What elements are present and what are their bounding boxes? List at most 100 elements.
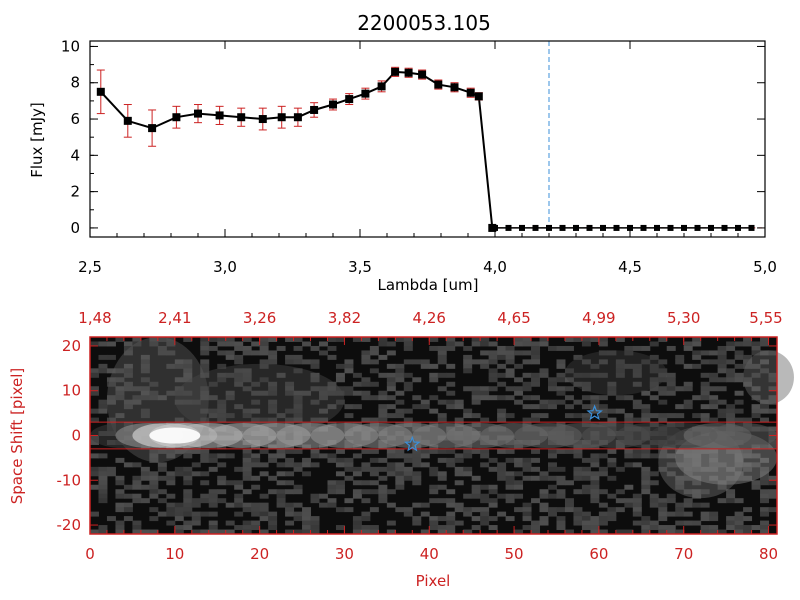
noise-cell — [726, 372, 736, 378]
noise-cell — [709, 386, 719, 392]
noise-cell — [692, 462, 702, 468]
noise-cell — [607, 507, 617, 513]
noise-cell — [310, 520, 320, 526]
noise-cell — [310, 345, 320, 351]
noise-cell — [395, 475, 405, 481]
noise-cell — [505, 372, 515, 378]
noise-cell — [734, 516, 744, 522]
data-point — [627, 224, 633, 231]
noise-cell — [514, 529, 524, 535]
noise-cell — [658, 498, 668, 504]
noise-cell — [369, 507, 379, 513]
noise-cell — [225, 390, 235, 396]
noise-cell — [539, 475, 549, 481]
noise-cell — [615, 363, 625, 369]
noise-cell — [480, 484, 490, 490]
noise-cell — [361, 489, 371, 495]
noise-cell — [463, 363, 473, 369]
noise-cell — [174, 386, 184, 392]
noise-cell — [319, 341, 328, 347]
noise-cell — [335, 363, 345, 369]
noise-cell — [632, 404, 642, 410]
noise-cell — [768, 399, 778, 405]
noise-cell — [90, 439, 99, 445]
noise-cell — [446, 498, 456, 504]
noise-cell — [242, 377, 252, 383]
data-point — [466, 88, 475, 97]
noise-cell — [675, 359, 685, 365]
noise-cell — [548, 345, 557, 351]
noise-cell — [564, 480, 574, 486]
noise-cell — [446, 457, 456, 463]
noise-cell — [344, 466, 354, 472]
noise-cell — [760, 475, 770, 481]
noise-cell — [378, 413, 388, 419]
noise-cell — [310, 386, 320, 392]
noise-cell — [115, 368, 125, 374]
noise-cell — [607, 350, 617, 356]
data-point — [329, 100, 337, 109]
noise-cell — [709, 372, 719, 378]
noise-cell — [649, 395, 659, 401]
noise-cell — [285, 507, 295, 513]
noise-cell — [446, 448, 456, 454]
noise-cell — [760, 399, 770, 405]
noise-cell — [98, 471, 108, 477]
noise-cell — [140, 498, 150, 504]
noise-cell — [429, 395, 439, 401]
noise-cell — [590, 395, 600, 401]
noise-cell — [437, 399, 447, 405]
noise-cell — [564, 395, 574, 401]
noise-cell — [726, 520, 736, 526]
noise-cell — [709, 359, 719, 365]
noise-cell — [251, 502, 261, 508]
noise-cell — [149, 471, 159, 477]
noise-cell — [208, 457, 218, 463]
noise-cell — [242, 368, 252, 374]
star-marker — [404, 435, 421, 452]
noise-cell — [598, 471, 608, 477]
noise-cell — [531, 350, 541, 356]
noise-cell — [217, 529, 227, 535]
noise-cell — [208, 408, 218, 414]
noise-cell — [632, 462, 642, 468]
noise-cell — [106, 395, 116, 401]
noise-cell — [760, 368, 770, 374]
noise-cell — [743, 466, 753, 472]
noise-cell — [200, 337, 210, 342]
noise-cell — [242, 372, 252, 378]
noise-cell — [505, 386, 515, 392]
data-point — [361, 89, 370, 98]
noise-cell — [564, 507, 574, 513]
noise-cell — [191, 502, 201, 508]
noise-cell — [217, 337, 227, 342]
noise-cell — [200, 345, 210, 351]
noise-cell — [480, 359, 490, 365]
noise-cell — [471, 489, 481, 495]
image-top-tick-label: 4,65 — [497, 309, 530, 327]
noise-cell — [386, 377, 396, 383]
noise-cell — [514, 507, 524, 513]
noise-cell — [140, 363, 150, 369]
noise-cell — [768, 489, 778, 495]
noise-cell — [709, 466, 719, 472]
noise-cell — [734, 399, 744, 405]
noise-cell — [310, 493, 320, 499]
noise-cell — [743, 529, 753, 535]
noise-cell — [208, 453, 218, 459]
noise-cell — [369, 525, 379, 531]
data-point — [492, 224, 498, 231]
chart-title: 2200053.105 — [357, 11, 491, 35]
noise-cell — [598, 350, 608, 356]
noise-cell — [590, 520, 600, 526]
noise-cell — [200, 386, 210, 392]
noise-cell — [598, 489, 608, 495]
noise-cell — [149, 489, 159, 495]
noise-cell — [658, 502, 668, 508]
noise-cell — [666, 386, 676, 392]
noise-cell — [649, 520, 659, 526]
noise-cell — [522, 525, 532, 531]
noise-cell — [251, 390, 261, 396]
noise-cell — [497, 345, 507, 351]
noise-cell — [463, 359, 473, 365]
